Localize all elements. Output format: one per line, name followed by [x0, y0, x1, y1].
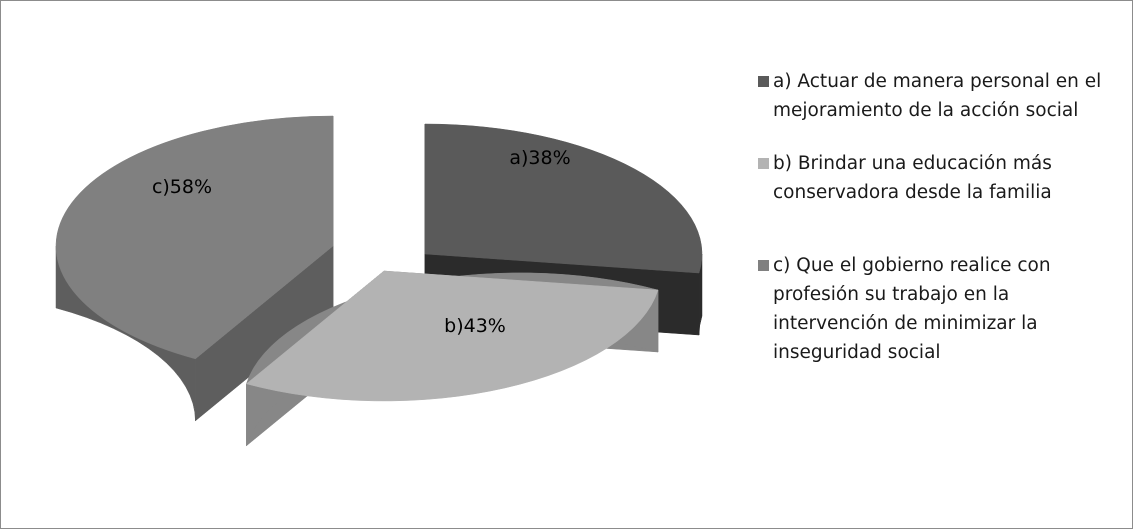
- legend-item-c: c) Que el gobierno realice con profesión…: [758, 251, 1128, 367]
- legend-item-b: b) Brindar una educación más conservador…: [758, 149, 1128, 207]
- slice-a-top: [424, 123, 703, 274]
- slice-label-c: c)58%: [152, 176, 212, 198]
- slice-c: [55, 115, 334, 422]
- legend-swatch-b: [758, 158, 769, 169]
- slice-label-b: b)43%: [444, 315, 506, 337]
- slice-b-top: [245, 270, 659, 402]
- slice-label-a: a)38%: [509, 147, 570, 169]
- legend-item-a: a) Actuar de manera personal en el mejor…: [758, 67, 1128, 125]
- legend: a) Actuar de manera personal en el mejor…: [758, 67, 1128, 391]
- legend-swatch-a: [758, 76, 769, 87]
- legend-swatch-c: [758, 260, 769, 271]
- legend-label-c: c) Que el gobierno realice con profesión…: [773, 255, 1051, 363]
- pie-chart: a)38% b)43% c)58%: [55, 115, 703, 447]
- slice-b: [245, 270, 659, 447]
- legend-label-b: b) Brindar una educación más conservador…: [773, 153, 1052, 203]
- slice-c-top: [55, 115, 334, 360]
- legend-label-a: a) Actuar de manera personal en el mejor…: [773, 71, 1102, 121]
